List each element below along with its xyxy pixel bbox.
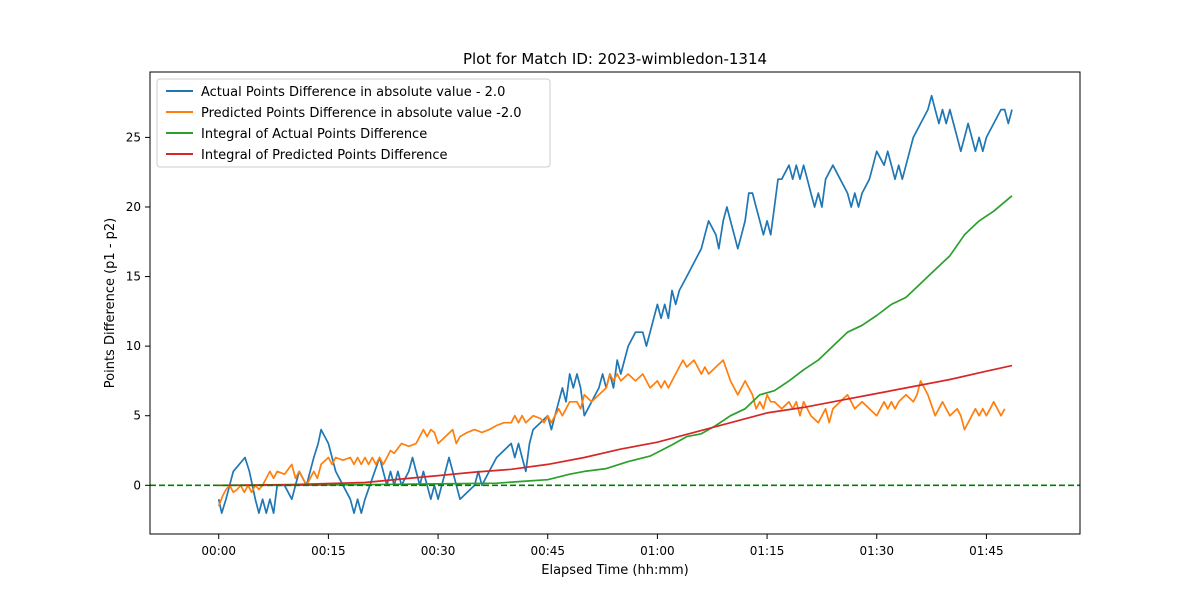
legend-box bbox=[156, 78, 551, 168]
series-layer bbox=[150, 94, 1080, 514]
y-axis-ticks: 0 5 10 15 20 25 bbox=[126, 130, 150, 492]
x-axis-ticks: 00:00 00:15 00:30 00:45 01:00 01:15 01:30 01:45 bbox=[201, 534, 1004, 558]
y-axis-label: Points Difference (p1 - p2) bbox=[103, 218, 118, 388]
y-tick-label: 10 bbox=[126, 339, 141, 353]
series-line-integral-of-predicted-points-difference bbox=[218, 364, 1013, 487]
x-tick-label: 01:45 bbox=[969, 544, 1004, 558]
legend-label: Integral of Predicted Points Difference bbox=[201, 148, 448, 163]
legend-label: Actual Points Difference in absolute val… bbox=[201, 85, 505, 100]
y-tick-label: 5 bbox=[133, 409, 141, 423]
x-tick-label: 01:00 bbox=[640, 544, 675, 558]
y-tick-label: 15 bbox=[126, 270, 141, 284]
chart-title: Plot for Match ID: 2023-wimbledon-1314 bbox=[463, 50, 767, 68]
series-line-predicted-points-difference-in-absolute-value-2-0 bbox=[217, 359, 1006, 507]
legend-entries: Actual Points Difference in absolute val… bbox=[166, 85, 522, 163]
legend-label: Predicted Points Difference in absolute … bbox=[201, 106, 522, 121]
x-tick-label: 00:15 bbox=[311, 544, 346, 558]
plot-frame bbox=[149, 71, 1081, 535]
x-tick-label: 00:45 bbox=[530, 544, 565, 558]
legend: Actual Points Difference in absolute val… bbox=[156, 78, 551, 168]
y-tick-label: 0 bbox=[133, 478, 141, 492]
x-tick-label: 00:30 bbox=[421, 544, 456, 558]
x-axis-label: Elapsed Time (hh:mm) bbox=[541, 563, 688, 578]
x-tick-label: 01:30 bbox=[859, 544, 894, 558]
legend-label: Integral of Actual Points Difference bbox=[201, 127, 427, 142]
y-tick-label: 25 bbox=[126, 130, 141, 144]
x-tick-label: 00:00 bbox=[201, 544, 236, 558]
x-tick-label: 01:15 bbox=[750, 544, 785, 558]
y-tick-label: 20 bbox=[126, 200, 141, 214]
series-line-integral-of-actual-points-difference bbox=[218, 195, 1013, 487]
